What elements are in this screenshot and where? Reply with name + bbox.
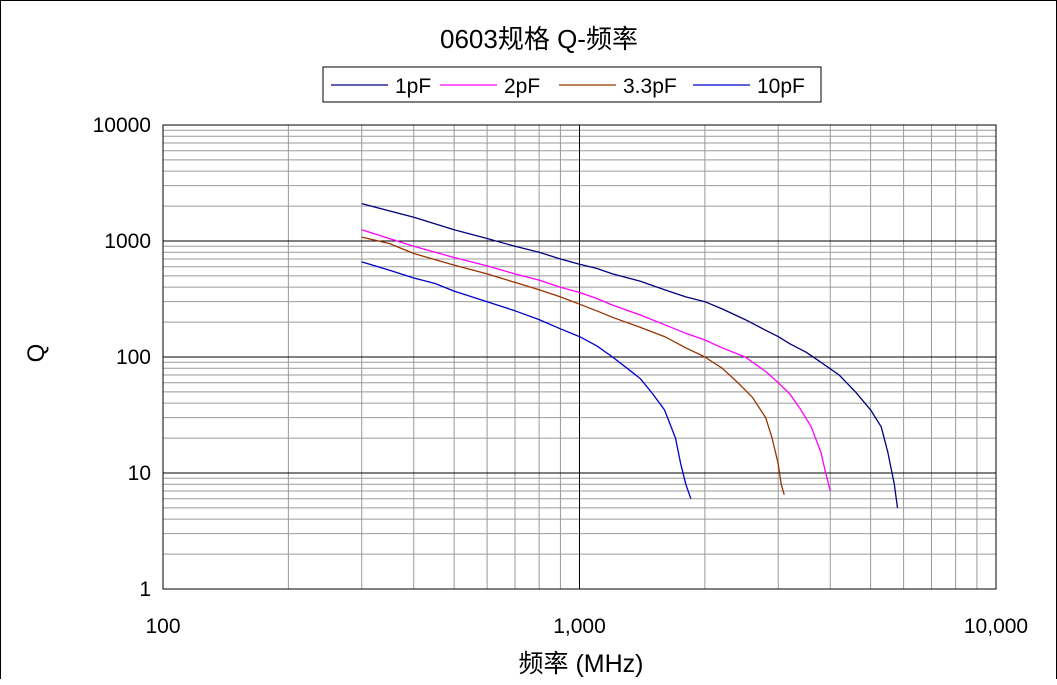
x-tick-labels: 100 1,000 10,000	[145, 615, 1028, 638]
plot-area	[162, 124, 997, 590]
series-line-3	[361, 236, 785, 495]
chart-title: 0603规格 Q-频率	[440, 24, 638, 54]
series-line-4	[361, 261, 692, 499]
legend-label-4: 10pF	[757, 75, 805, 98]
series-line-2	[361, 229, 831, 492]
legend-label-1: 1pF	[395, 75, 431, 98]
series-line-1	[361, 202, 899, 508]
legend-label-3: 3.3pF	[623, 75, 677, 98]
y-tick-label: 10000	[93, 114, 151, 137]
legend: 1pF 2pF 3.3pF 10pF	[322, 66, 822, 103]
y-tick-labels: 1 10 100 1000 10000	[93, 114, 151, 601]
legend-label-2: 2pF	[504, 75, 540, 98]
y-tick-label: 100	[116, 346, 151, 369]
y-tick-label: 10	[128, 462, 151, 485]
y-tick-label: 1	[139, 578, 151, 601]
y-tick-label: 1000	[104, 230, 151, 253]
x-tick-label: 100	[145, 615, 180, 638]
series-lines	[361, 202, 899, 508]
y-axis-label: Q	[23, 344, 50, 363]
x-tick-label: 1,000	[553, 615, 606, 638]
x-axis-label: 频率 (MHz)	[519, 650, 644, 678]
plot-border	[162, 124, 997, 590]
x-tick-label: 10,000	[964, 615, 1028, 638]
